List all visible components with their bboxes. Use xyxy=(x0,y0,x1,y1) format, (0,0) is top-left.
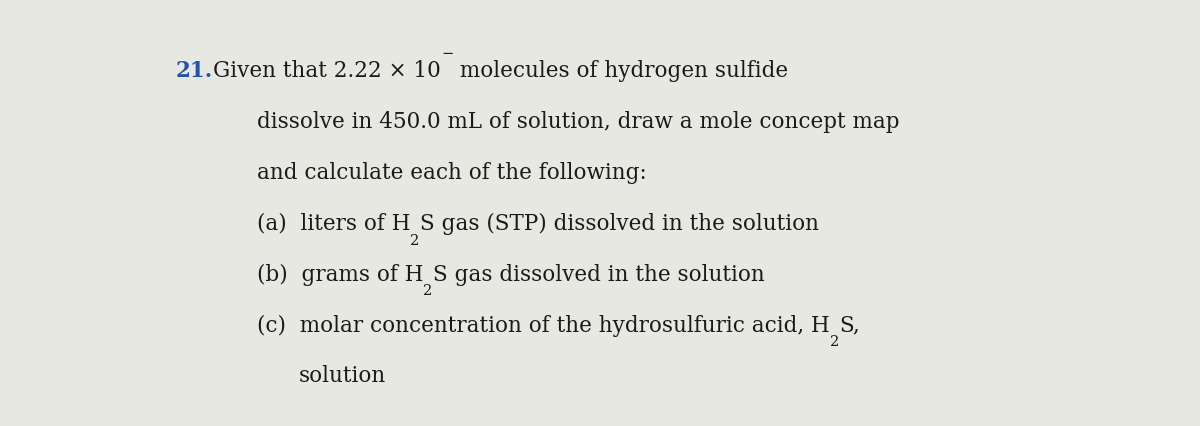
Text: and calculate each of the following:: and calculate each of the following: xyxy=(257,162,647,184)
Text: 2: 2 xyxy=(829,335,839,349)
Text: molecules of hydrogen sulfide: molecules of hydrogen sulfide xyxy=(454,60,788,82)
Text: S,: S, xyxy=(839,314,859,337)
Text: −: − xyxy=(442,47,454,60)
Text: 21.: 21. xyxy=(176,60,214,82)
Text: S gas (STP) dissolved in the solution: S gas (STP) dissolved in the solution xyxy=(420,213,818,235)
Text: dissolve in 450.0 mL of solution, draw a mole concept map: dissolve in 450.0 mL of solution, draw a… xyxy=(257,111,900,133)
Text: S gas dissolved in the solution: S gas dissolved in the solution xyxy=(433,264,764,286)
Text: (a)  liters of H: (a) liters of H xyxy=(257,213,410,235)
Text: 2: 2 xyxy=(410,233,420,248)
Text: 2: 2 xyxy=(424,285,433,299)
Text: solution: solution xyxy=(299,366,386,387)
Text: (c)  molar concentration of the hydrosulfuric acid, H: (c) molar concentration of the hydrosulf… xyxy=(257,314,829,337)
Text: (b)  grams of H: (b) grams of H xyxy=(257,264,424,286)
Text: Given that 2.22 × 10: Given that 2.22 × 10 xyxy=(214,60,442,82)
